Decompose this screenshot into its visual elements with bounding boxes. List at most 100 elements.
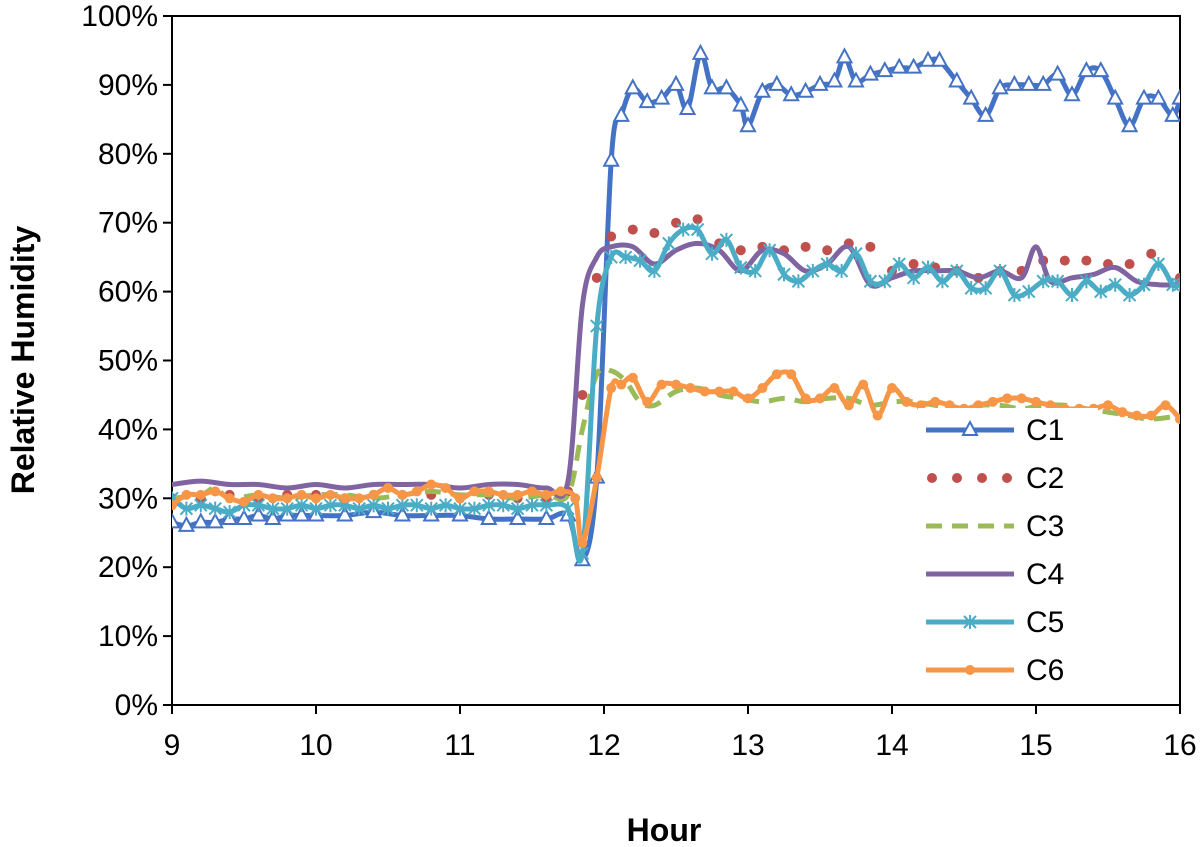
legend-background	[918, 408, 1098, 704]
legend-label: C3	[1026, 510, 1064, 543]
series-c6-point	[743, 393, 753, 404]
y-tick-label: 10%	[98, 620, 158, 653]
legend-label: C2	[1026, 462, 1064, 495]
series-c5-point	[266, 501, 280, 516]
series-c2-point	[908, 259, 919, 270]
series-c5-point	[892, 257, 906, 272]
series-c6-point	[224, 493, 235, 504]
series-c6-point	[987, 396, 998, 407]
legend-label: C5	[1026, 606, 1064, 639]
series-c5-point	[352, 501, 366, 516]
series-c1-point	[703, 78, 721, 95]
series-c1-point	[264, 508, 282, 525]
series-c6-point	[671, 379, 681, 390]
series-c6-point	[606, 383, 617, 394]
series-c6-point	[1117, 407, 1128, 418]
series-c5-point	[762, 243, 777, 258]
series-c6-point	[627, 372, 638, 383]
series-c5-point	[453, 501, 467, 516]
series-c5-point	[978, 281, 993, 296]
series-c6-point	[541, 489, 552, 500]
series-c6-point	[1146, 410, 1157, 421]
series-c5-point	[410, 498, 424, 513]
series-c1-point	[292, 505, 311, 522]
series-c5-point	[777, 267, 791, 282]
legend-item-c6: C6	[926, 654, 1064, 687]
series-c6-point	[555, 486, 566, 497]
series-c5-point	[647, 263, 662, 278]
series-c5-point	[748, 263, 762, 278]
series-c5-point	[323, 498, 338, 513]
series-c5	[172, 222, 1180, 564]
series-c5-point	[575, 546, 590, 561]
series-c1-point	[782, 85, 800, 102]
series-c1-point	[732, 95, 750, 112]
series-c1-point	[393, 505, 412, 522]
series-c1-point	[753, 81, 772, 98]
series-c6-point	[699, 386, 710, 397]
series-c6-point	[858, 379, 869, 390]
series-c2-point	[649, 228, 660, 239]
series-c1-point	[1135, 88, 1153, 105]
legend-item-c2: C2	[927, 462, 1064, 495]
series-c5-point	[964, 281, 978, 296]
series-c6-point	[1160, 400, 1171, 411]
series-c5-point	[309, 501, 323, 516]
legend-swatch-marker	[965, 665, 975, 675]
series-c5-point	[604, 250, 618, 265]
series-c2-point	[865, 241, 876, 252]
series-c6-point	[771, 369, 782, 380]
series-c1-point	[876, 61, 894, 78]
legend-label: C6	[1026, 654, 1064, 687]
legend-swatch-dot	[977, 473, 987, 483]
series-c5-point	[590, 319, 604, 334]
series-c5-point	[662, 236, 676, 251]
series-c5-point	[1137, 277, 1151, 292]
series-c1-point	[612, 105, 630, 122]
series-c6-point	[527, 486, 537, 497]
series-c6-point	[267, 493, 278, 504]
series-c6-point	[210, 486, 221, 497]
series-c6-point	[915, 400, 926, 411]
series-c5-point	[993, 263, 1007, 278]
x-axis-title: Hour	[627, 812, 702, 847]
series-c6-point	[172, 500, 177, 511]
series-c5-point	[690, 222, 705, 237]
x-tick-label: 14	[875, 729, 908, 762]
series-c5-point	[280, 501, 294, 516]
series-c6-point	[786, 369, 797, 380]
series-c5-point	[791, 274, 806, 289]
x-tick-label: 15	[1019, 729, 1052, 762]
series-c6-point	[800, 393, 811, 404]
series-c1-point	[991, 78, 1009, 95]
legend-label: C1	[1026, 414, 1064, 447]
series-c6-point	[757, 383, 768, 394]
series-c6-point	[411, 486, 422, 497]
series-c6-point	[311, 493, 321, 504]
series-c6-point	[887, 383, 897, 394]
series-c5-point	[424, 501, 438, 516]
series-c5-point	[834, 263, 849, 278]
series-c6-point	[843, 400, 854, 411]
series-c6-point	[815, 393, 825, 404]
series-c5-point	[1108, 277, 1122, 292]
series-c1-point	[962, 88, 980, 105]
series-c5-point	[921, 260, 935, 275]
legend-item-c1: C1	[926, 414, 1064, 447]
series-c2-point	[1146, 248, 1157, 259]
series-c2-point	[822, 245, 833, 256]
series-c2-point	[1124, 259, 1135, 270]
series-c5-point	[1050, 274, 1065, 289]
series-c1-point	[825, 71, 844, 88]
series-c6	[172, 369, 1180, 549]
series-c1-point	[206, 512, 224, 529]
legend: C1 C2 C3 C4 C5 C6	[918, 408, 1098, 704]
series-c1-point	[890, 57, 908, 74]
y-tick-label: 30%	[98, 482, 158, 515]
series-c6-point	[1045, 400, 1056, 411]
series-c5-point	[734, 260, 748, 275]
series-c1-point	[835, 47, 854, 64]
x-tick-label: 13	[731, 729, 764, 762]
series-c5-point	[222, 505, 237, 520]
